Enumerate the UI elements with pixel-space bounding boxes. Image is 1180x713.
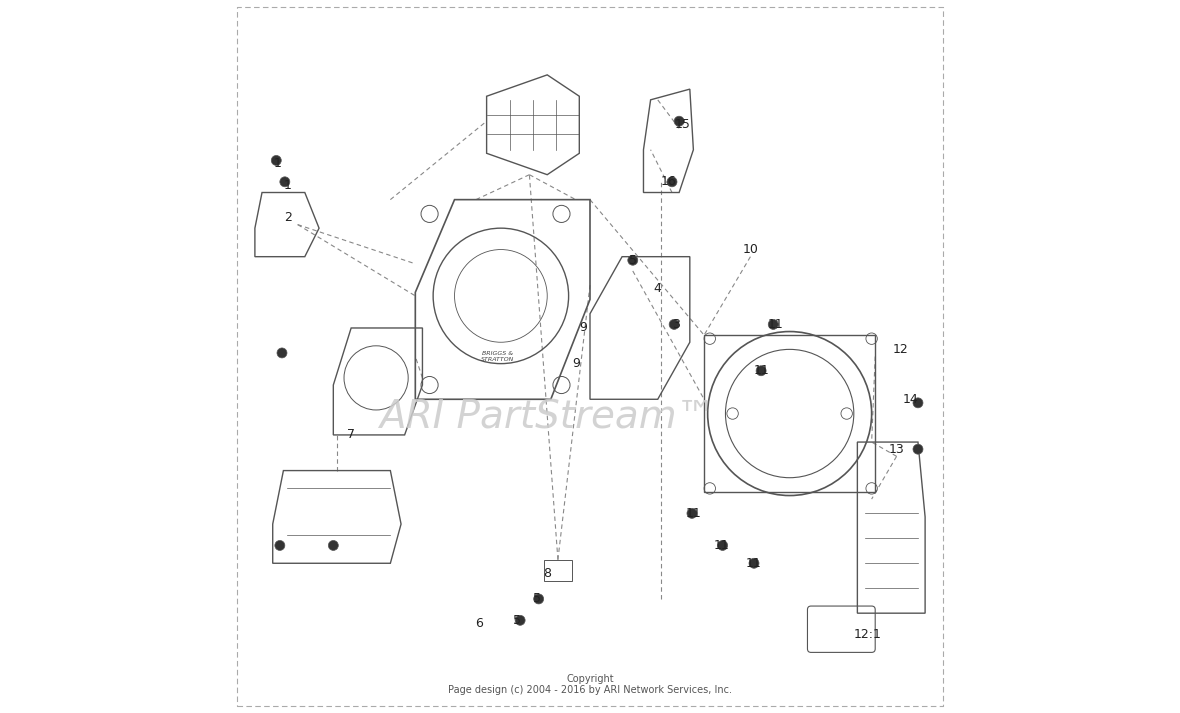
Circle shape bbox=[669, 319, 680, 329]
Text: 7: 7 bbox=[347, 429, 355, 441]
Text: 2: 2 bbox=[284, 211, 293, 224]
Text: 8: 8 bbox=[543, 568, 551, 580]
Circle shape bbox=[756, 366, 766, 376]
Text: 1: 1 bbox=[274, 158, 282, 170]
Text: 15: 15 bbox=[675, 118, 690, 131]
Text: 5: 5 bbox=[532, 593, 540, 605]
Circle shape bbox=[271, 155, 281, 165]
Circle shape bbox=[628, 255, 637, 265]
Text: 11: 11 bbox=[686, 507, 701, 520]
Circle shape bbox=[275, 540, 284, 550]
Circle shape bbox=[533, 594, 544, 604]
Circle shape bbox=[749, 558, 759, 568]
Text: 14: 14 bbox=[903, 393, 919, 406]
Text: 11: 11 bbox=[767, 318, 784, 331]
Circle shape bbox=[717, 540, 728, 550]
Text: 6: 6 bbox=[476, 617, 484, 630]
Text: 11: 11 bbox=[753, 364, 769, 377]
Text: Copyright
Page design (c) 2004 - 2016 by ARI Network Services, Inc.: Copyright Page design (c) 2004 - 2016 by… bbox=[448, 674, 732, 695]
Text: 10: 10 bbox=[742, 243, 759, 256]
Text: 4: 4 bbox=[654, 282, 662, 295]
Text: 16: 16 bbox=[661, 175, 676, 188]
Bar bbox=[704, 335, 876, 492]
Circle shape bbox=[667, 177, 677, 187]
Text: 3: 3 bbox=[671, 318, 680, 331]
Circle shape bbox=[277, 348, 287, 358]
Text: 1: 1 bbox=[283, 179, 291, 192]
Text: ARI PartStream™: ARI PartStream™ bbox=[379, 398, 715, 436]
Circle shape bbox=[674, 116, 684, 126]
Circle shape bbox=[516, 615, 525, 625]
Circle shape bbox=[280, 177, 290, 187]
Bar bbox=[544, 560, 572, 581]
Text: 9: 9 bbox=[579, 322, 586, 334]
Circle shape bbox=[687, 508, 697, 518]
Circle shape bbox=[328, 540, 339, 550]
Text: 13: 13 bbox=[889, 443, 904, 456]
Text: 12: 12 bbox=[892, 343, 909, 356]
Text: 12:1: 12:1 bbox=[854, 628, 881, 641]
Text: 9: 9 bbox=[572, 357, 579, 370]
Text: 5: 5 bbox=[629, 254, 637, 267]
Circle shape bbox=[913, 398, 923, 408]
Text: BRIGGS &
STRATTON: BRIGGS & STRATTON bbox=[480, 351, 514, 362]
Text: 11: 11 bbox=[714, 539, 729, 552]
Circle shape bbox=[768, 319, 779, 329]
Text: 5: 5 bbox=[513, 614, 522, 627]
Text: 11: 11 bbox=[746, 557, 762, 570]
Circle shape bbox=[913, 444, 923, 454]
